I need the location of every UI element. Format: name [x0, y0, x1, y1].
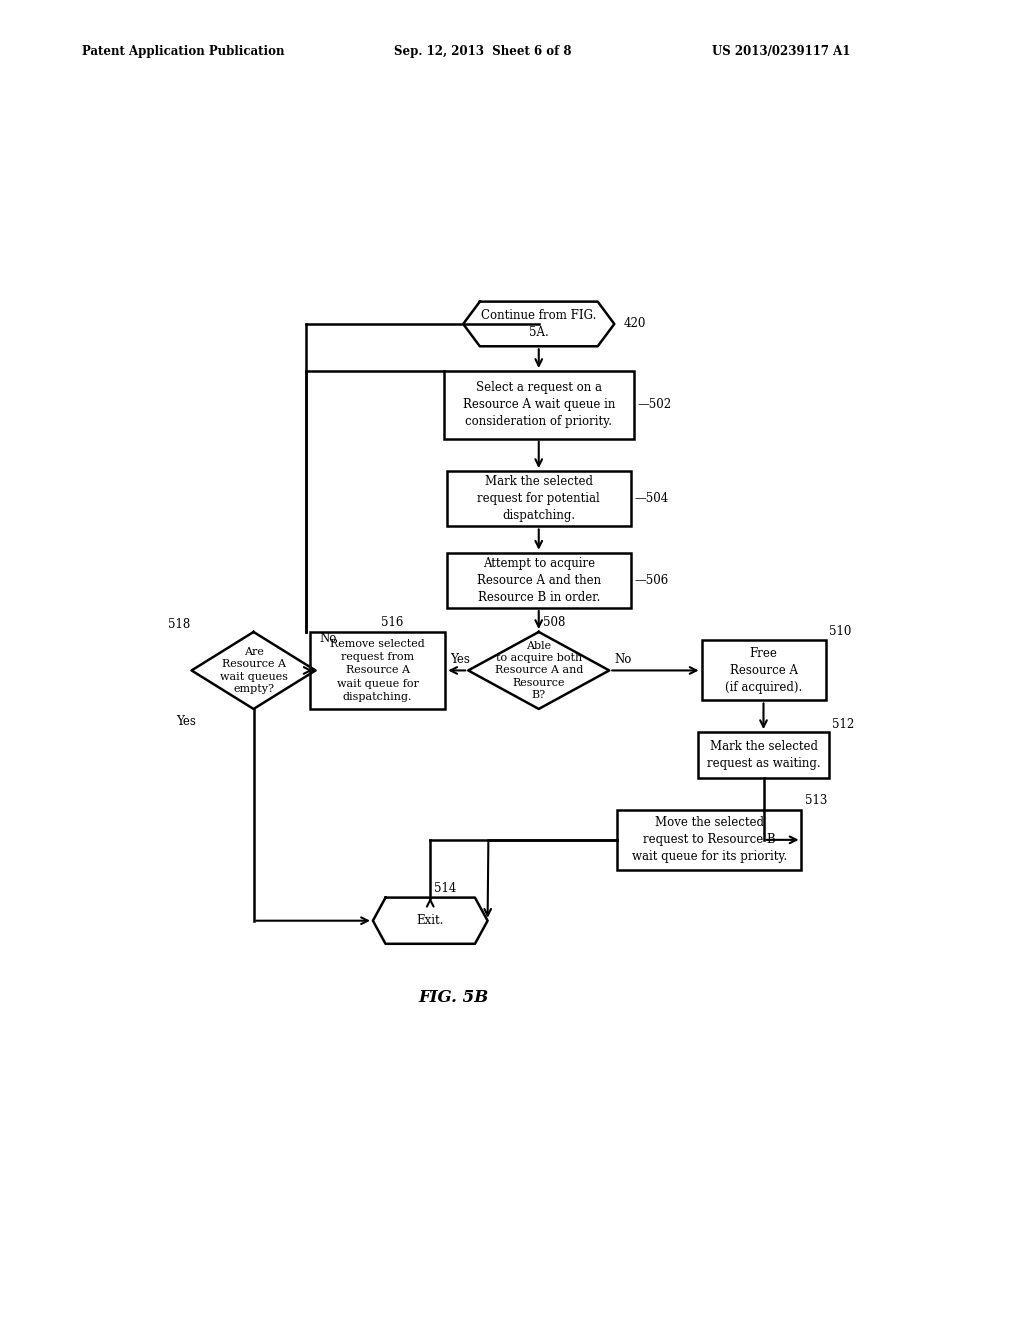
Text: —506: —506 — [635, 574, 669, 587]
Bar — [698, 733, 828, 779]
Text: Remove selected
request from
Resource A
wait queue for
dispatching.: Remove selected request from Resource A … — [330, 639, 425, 702]
Bar — [617, 810, 802, 870]
Text: Sep. 12, 2013  Sheet 6 of 8: Sep. 12, 2013 Sheet 6 of 8 — [394, 45, 571, 58]
Text: Are
Resource A
wait queues
empty?: Are Resource A wait queues empty? — [219, 647, 288, 694]
Text: Move the selected
request to Resource B
wait queue for its priority.: Move the selected request to Resource B … — [632, 816, 786, 863]
Text: Patent Application Publication: Patent Application Publication — [82, 45, 285, 58]
Text: Exit.: Exit. — [417, 915, 444, 927]
Text: FIG. 5B: FIG. 5B — [419, 989, 488, 1006]
Text: —502: —502 — [638, 399, 672, 412]
Text: 514: 514 — [434, 882, 457, 895]
Text: Select a request on a
Resource A wait queue in
consideration of priority.: Select a request on a Resource A wait qu… — [463, 381, 615, 428]
Polygon shape — [191, 632, 315, 709]
Text: Attempt to acquire
Resource A and then
Resource B in order.: Attempt to acquire Resource A and then R… — [477, 557, 601, 603]
Text: Free
Resource A
(if acquired).: Free Resource A (if acquired). — [725, 647, 802, 694]
Bar — [701, 640, 825, 701]
Bar — [443, 371, 634, 438]
Bar — [309, 632, 445, 709]
Text: Mark the selected
request as waiting.: Mark the selected request as waiting. — [707, 741, 820, 770]
Text: 516: 516 — [381, 616, 403, 630]
Text: Mark the selected
request for potential
dispatching.: Mark the selected request for potential … — [477, 475, 600, 523]
Text: 513: 513 — [805, 795, 827, 807]
Text: Yes: Yes — [450, 653, 470, 667]
Text: Able
to acquire both
Resource A and
Resource
B?: Able to acquire both Resource A and Reso… — [495, 640, 583, 700]
Bar — [446, 471, 631, 527]
Text: US 2013/0239117 A1: US 2013/0239117 A1 — [712, 45, 850, 58]
Text: 512: 512 — [833, 718, 855, 731]
Text: No: No — [614, 653, 632, 667]
Text: 508: 508 — [543, 616, 565, 630]
Polygon shape — [468, 632, 609, 709]
Bar — [446, 553, 631, 609]
Text: 420: 420 — [624, 317, 646, 330]
Polygon shape — [373, 898, 487, 944]
Text: 518: 518 — [168, 618, 190, 631]
Text: —504: —504 — [635, 492, 669, 506]
Text: No: No — [319, 631, 337, 644]
Text: Yes: Yes — [176, 714, 196, 727]
Polygon shape — [463, 302, 614, 346]
Text: 510: 510 — [829, 624, 852, 638]
Text: Continue from FIG.
5A.: Continue from FIG. 5A. — [481, 309, 596, 339]
